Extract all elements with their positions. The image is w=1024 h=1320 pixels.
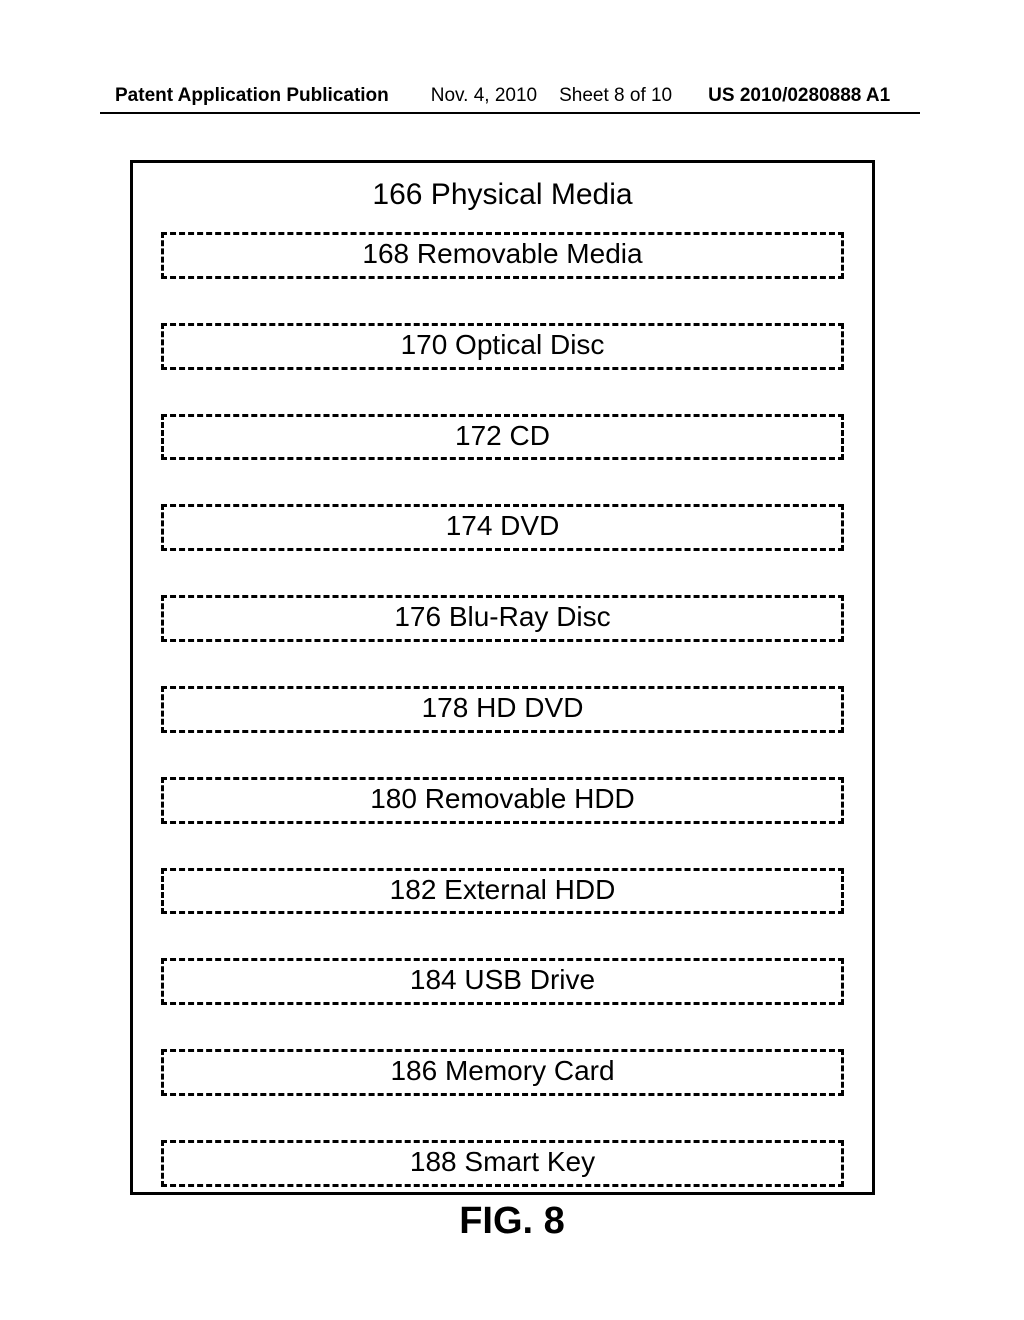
header-rule bbox=[100, 112, 920, 114]
media-item: 182 External HDD bbox=[161, 868, 844, 915]
diagram-container: 166 Physical Media 168 Removable Media 1… bbox=[130, 160, 875, 1195]
page-header: Patent Application Publication Nov. 4, 2… bbox=[0, 85, 1024, 107]
diagram-title: 166 Physical Media bbox=[133, 178, 872, 212]
media-item: 176 Blu-Ray Disc bbox=[161, 595, 844, 642]
media-item: 168 Removable Media bbox=[161, 232, 844, 279]
media-item: 188 Smart Key bbox=[161, 1140, 844, 1187]
sheet-info: Sheet 8 of 10 bbox=[559, 85, 672, 107]
publication-number: US 2010/0280888 A1 bbox=[708, 85, 890, 107]
media-item: 170 Optical Disc bbox=[161, 323, 844, 370]
media-item: 186 Memory Card bbox=[161, 1049, 844, 1096]
publication-date: Nov. 4, 2010 bbox=[431, 85, 537, 107]
figure-label: FIG. 8 bbox=[0, 1200, 1024, 1243]
publication-label: Patent Application Publication bbox=[115, 85, 389, 107]
media-item: 172 CD bbox=[161, 414, 844, 461]
media-item: 184 USB Drive bbox=[161, 958, 844, 1005]
media-item: 178 HD DVD bbox=[161, 686, 844, 733]
diagram-items: 168 Removable Media 170 Optical Disc 172… bbox=[133, 232, 872, 1187]
media-item: 174 DVD bbox=[161, 504, 844, 551]
media-item: 180 Removable HDD bbox=[161, 777, 844, 824]
